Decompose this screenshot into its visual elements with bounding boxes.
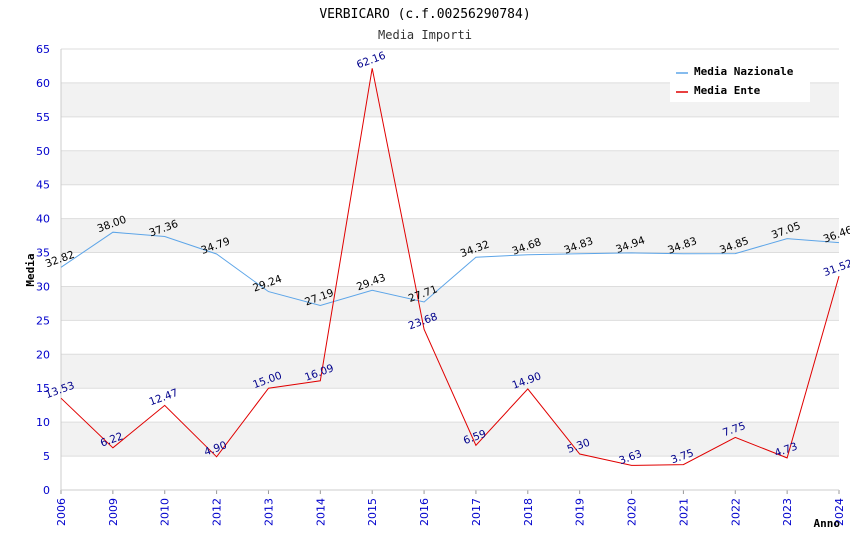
legend-box — [670, 60, 810, 102]
data-label-ente: 12.47 — [148, 387, 180, 409]
y-tick-label: 50 — [36, 145, 50, 158]
y-axis-label: Media — [24, 253, 37, 286]
plot-band — [61, 354, 839, 389]
y-tick-label: 65 — [36, 43, 50, 56]
y-tick-label: 5 — [43, 450, 50, 463]
legend-label-nazionale: Media Nazionale — [694, 65, 794, 78]
series-line-ente — [60, 68, 840, 466]
y-tick-label: 35 — [36, 247, 50, 260]
x-tick-label: 2014 — [314, 498, 327, 526]
x-tick-label: 2018 — [522, 498, 535, 526]
x-axis-label: Anno — [814, 517, 841, 530]
chart-title: VERBICARO (c.f.00256290784) — [319, 7, 530, 22]
x-tick-label: 2023 — [781, 498, 794, 526]
y-tick-label: 40 — [36, 213, 50, 226]
chart-subtitle: Media Importi — [378, 28, 472, 42]
x-tick-labels: 2006 2009 2010 2012 2013 2014 2015 2016 2017 2018… — [55, 498, 846, 526]
plot-band — [61, 218, 839, 253]
x-tick-label: 2024 — [833, 498, 846, 526]
plot-background-bands — [61, 82, 839, 457]
x-tick-label: 2015 — [366, 498, 379, 526]
x-tick-label: 2017 — [470, 498, 483, 526]
y-tick-label: 45 — [36, 179, 50, 192]
y-tick-labels: 0 5 10 15 20 25 30 35 40 45 50 55 60 65 — [36, 43, 50, 497]
axes — [60, 49, 839, 491]
y-tick-label: 60 — [36, 77, 50, 90]
x-tick-label: 2012 — [211, 498, 224, 526]
series-lines — [60, 68, 840, 466]
plot-band — [61, 150, 839, 185]
plot-band — [61, 422, 839, 457]
plot-band — [61, 286, 839, 321]
x-tick-label: 2020 — [626, 498, 639, 526]
y-tick-label: 0 — [43, 484, 50, 497]
y-tick-label: 25 — [36, 314, 50, 327]
y-tick-label: 30 — [36, 280, 50, 293]
x-tick-label: 2013 — [262, 498, 275, 526]
data-label-ente: 62.16 — [355, 50, 388, 72]
series-line-nazionale — [60, 231, 840, 307]
x-tick-label: 2022 — [729, 498, 742, 526]
data-label-ente: 31.52 — [822, 258, 850, 280]
y-tick-label: 55 — [36, 111, 50, 124]
x-tick-label: 2009 — [107, 498, 120, 526]
x-tick-label: 2006 — [55, 498, 68, 526]
legend: Media Nazionale Media Ente — [670, 60, 810, 102]
x-tick-label: 2021 — [677, 498, 690, 526]
x-tick-label: 2016 — [418, 498, 431, 526]
x-tick-label: 2019 — [574, 498, 587, 526]
legend-label-ente: Media Ente — [694, 84, 761, 97]
y-tick-label: 10 — [36, 416, 50, 429]
y-tick-label: 15 — [36, 382, 50, 395]
x-tick-label: 2010 — [159, 498, 172, 526]
y-tick-label: 20 — [36, 348, 50, 361]
